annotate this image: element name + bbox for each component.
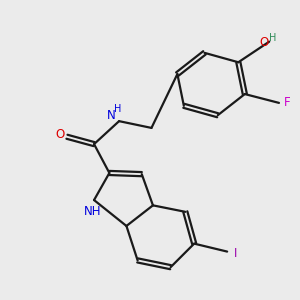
Text: H: H <box>114 104 121 114</box>
Text: F: F <box>284 96 290 110</box>
Text: NH: NH <box>84 205 101 218</box>
Text: H: H <box>268 33 276 43</box>
Text: I: I <box>234 248 237 260</box>
Text: N: N <box>106 109 115 122</box>
Text: O: O <box>56 128 65 141</box>
Text: O: O <box>259 36 268 49</box>
